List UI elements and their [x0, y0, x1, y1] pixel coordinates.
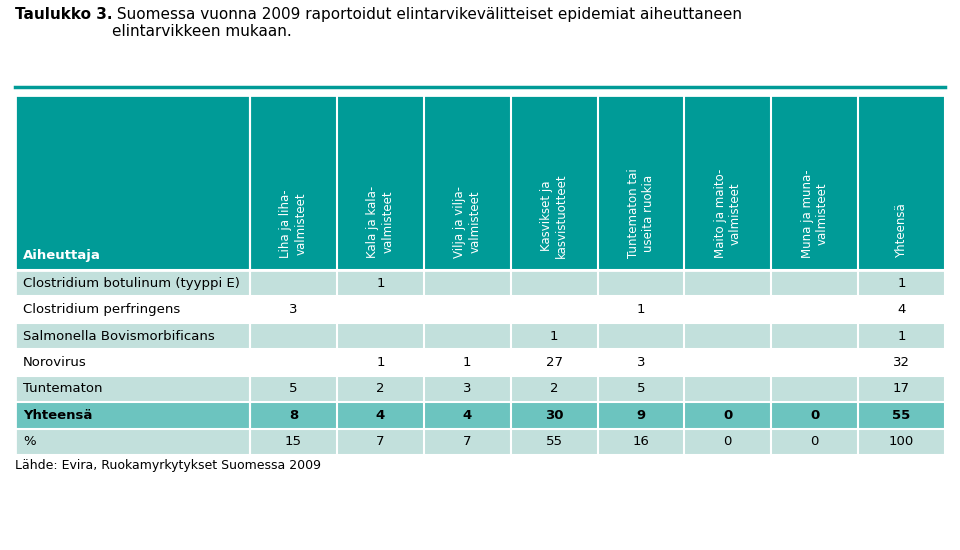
- Bar: [15, 402, 945, 428]
- Text: Clostridium botulinum (tyyppi E): Clostridium botulinum (tyyppi E): [23, 277, 240, 290]
- Text: 27: 27: [545, 356, 563, 369]
- Text: Aiheuttaja: Aiheuttaja: [23, 249, 101, 262]
- Text: 4: 4: [898, 303, 905, 316]
- Text: 3: 3: [463, 382, 471, 395]
- Text: 4: 4: [463, 409, 471, 422]
- Bar: [15, 296, 945, 323]
- Text: 15: 15: [285, 435, 302, 448]
- Bar: [15, 349, 945, 376]
- Text: Suomessa vuonna 2009 raportoidut elintarvikevälitteiset epidemiat aiheuttaneen
e: Suomessa vuonna 2009 raportoidut elintar…: [112, 7, 742, 40]
- Text: Lähde: Evira, Ruokamyrkytykset Suomessa 2009: Lähde: Evira, Ruokamyrkytykset Suomessa …: [15, 459, 321, 472]
- Text: 17: 17: [893, 382, 910, 395]
- Text: Tuntematon tai
useita ruokia: Tuntematon tai useita ruokia: [627, 168, 655, 258]
- Text: Salmonella Bovismorbificans: Salmonella Bovismorbificans: [23, 329, 215, 343]
- Text: 8: 8: [289, 409, 298, 422]
- Text: 1: 1: [550, 329, 559, 343]
- Text: 55: 55: [545, 435, 563, 448]
- Text: Taulukko 3.: Taulukko 3.: [15, 7, 112, 22]
- Text: 1: 1: [463, 356, 471, 369]
- Text: 1: 1: [376, 356, 385, 369]
- Text: 5: 5: [636, 382, 645, 395]
- Text: Liha ja liha-
valmisteet: Liha ja liha- valmisteet: [279, 189, 307, 258]
- Text: Clostridium perfringens: Clostridium perfringens: [23, 303, 180, 316]
- Text: 3: 3: [289, 303, 298, 316]
- Bar: [15, 428, 945, 455]
- Text: Vilja ja vilja-
valmisteet: Vilja ja vilja- valmisteet: [453, 186, 481, 258]
- Text: 4: 4: [375, 409, 385, 422]
- Text: 0: 0: [810, 435, 819, 448]
- Text: 7: 7: [376, 435, 385, 448]
- Text: Yhteensä: Yhteensä: [23, 409, 92, 422]
- Text: Maito ja maito-
valmisteet: Maito ja maito- valmisteet: [714, 169, 742, 258]
- Bar: [15, 323, 945, 349]
- Text: 100: 100: [889, 435, 914, 448]
- Text: %: %: [23, 435, 36, 448]
- Text: 2: 2: [550, 382, 559, 395]
- Text: 7: 7: [463, 435, 471, 448]
- Text: 1: 1: [636, 303, 645, 316]
- Text: 2: 2: [376, 382, 385, 395]
- Text: 5: 5: [289, 382, 298, 395]
- Text: Yhteensä: Yhteensä: [895, 204, 908, 258]
- Text: 0: 0: [723, 409, 732, 422]
- Text: Tuntematon: Tuntematon: [23, 382, 103, 395]
- Bar: [15, 95, 945, 270]
- Text: Muna ja muna-
valmisteet: Muna ja muna- valmisteet: [801, 169, 828, 258]
- Text: 0: 0: [810, 409, 819, 422]
- Text: 1: 1: [898, 277, 906, 290]
- Text: 16: 16: [633, 435, 649, 448]
- Text: 30: 30: [545, 409, 564, 422]
- Text: Norovirus: Norovirus: [23, 356, 86, 369]
- Text: Kasvikset ja
kasvistuotteet: Kasvikset ja kasvistuotteet: [540, 173, 568, 258]
- Text: Kala ja kala-
valmisteet: Kala ja kala- valmisteet: [367, 186, 395, 258]
- Bar: [15, 270, 945, 296]
- Text: 55: 55: [893, 409, 911, 422]
- Bar: [15, 95, 945, 455]
- Text: 3: 3: [636, 356, 645, 369]
- Text: 1: 1: [376, 277, 385, 290]
- Bar: [15, 376, 945, 402]
- Text: 0: 0: [724, 435, 732, 448]
- Text: 9: 9: [636, 409, 645, 422]
- Text: 32: 32: [893, 356, 910, 369]
- Text: 1: 1: [898, 329, 906, 343]
